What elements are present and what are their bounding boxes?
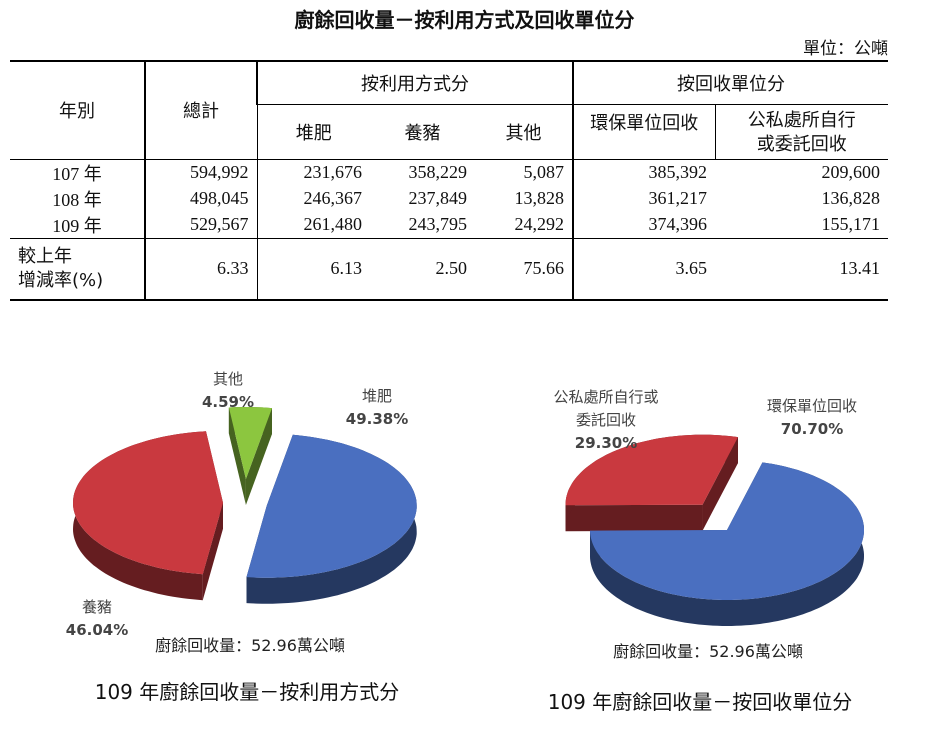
table-cell: 6.13 xyxy=(256,238,370,300)
header-cell: 其他 xyxy=(475,104,573,160)
table-body: 107 年 594,992 231,676 358,229 5,087 385,392 20… xyxy=(10,159,888,300)
pie-slice xyxy=(73,431,224,575)
header-cell: 養豬 xyxy=(370,104,475,160)
header-cell: 年別 xyxy=(10,61,145,160)
table-cell: 2.50 xyxy=(435,258,468,279)
slice-label: 堆肥 49.38% xyxy=(346,385,408,431)
pie-slice-side xyxy=(565,504,703,532)
table-cell: 3.65 xyxy=(572,238,715,300)
header-cell: 按利用方式分 xyxy=(256,61,573,105)
chart-title: 109 年廚餘回收量－按回收單位分 xyxy=(547,690,853,714)
row-label: 109 年 xyxy=(52,215,102,236)
table-cell: 385,392 xyxy=(572,159,715,186)
table-cell: 358,229 xyxy=(408,162,468,182)
chart-note: 廚餘回收量：52.96萬公噸 xyxy=(155,636,345,655)
table-cell: 594,992 xyxy=(144,159,257,186)
table-cell: 136,828 xyxy=(821,188,881,208)
table-row: 109 年 529,567 261,480 243,795 24,292 374,396 1… xyxy=(10,211,888,238)
chart-title: 109 年廚餘回收量－按利用方式分 xyxy=(94,680,400,704)
chart-note: 廚餘回收量：52.96萬公噸 xyxy=(613,642,803,661)
header-cell: 環保單位回收 xyxy=(572,104,715,160)
slice-label: 公私處所自行或 委託回收 29.30% xyxy=(553,386,658,455)
table-cell: 261,480 xyxy=(256,211,370,238)
data-table: 年別 總計 按利用方式分 按回收單位分 堆肥 養豬 其他 環保單位回收 公私處所… xyxy=(10,60,888,301)
category-label: 堆肥 xyxy=(361,387,393,405)
value-label: 4.59% xyxy=(201,393,255,411)
table-cell: 5,087 xyxy=(523,162,565,182)
table-cell: 24,292 xyxy=(514,214,565,234)
table-cell: 13.41 xyxy=(839,258,881,279)
table-row: 108 年 498,045 246,367 237,849 13,828 361,217 1… xyxy=(10,185,888,212)
pie-slice xyxy=(228,407,272,480)
category-label: 養豬 xyxy=(81,598,113,616)
slice-label: 養豬 46.04% xyxy=(66,596,128,642)
pie-slice xyxy=(565,434,738,506)
table-cell: 6.33 xyxy=(144,238,257,300)
header-cell: 公私處所自行 或委託回收 xyxy=(714,104,888,160)
row-label: 108 年 xyxy=(52,189,102,210)
table-cell: 237,849 xyxy=(408,188,468,208)
value-label: 46.04% xyxy=(65,621,129,639)
table-cell: 374,396 xyxy=(572,211,715,238)
pie-slice xyxy=(246,434,417,578)
category-label: 公私處所自行或 委託回收 xyxy=(553,388,659,429)
pie-slice xyxy=(590,462,864,600)
slice-label: 其他 4.59% xyxy=(202,368,254,414)
pie-slice-side xyxy=(202,502,224,601)
table-cell: 361,217 xyxy=(572,185,715,212)
page-title: 廚餘回收量－按利用方式及回收單位分 xyxy=(294,8,635,32)
table-cell: 75.66 xyxy=(523,258,565,279)
value-label: 29.30% xyxy=(574,434,638,452)
table-cell: 246,367 xyxy=(256,185,370,212)
category-label: 環保單位回收 xyxy=(766,397,858,415)
category-label: 其他 xyxy=(212,370,244,388)
table-cell: 529,567 xyxy=(144,211,257,238)
table-row: 較上年 增減率(%) 6.33 6.13 2.50 75.66 3.65 13.41 xyxy=(10,238,888,300)
table-cell: 13,828 xyxy=(514,188,565,208)
table-cell: 209,600 xyxy=(821,162,881,182)
row-label: 較上年 增減率(%) xyxy=(18,245,104,291)
table-row: 107 年 594,992 231,676 358,229 5,087 385,392 20… xyxy=(10,159,888,186)
header-cell: 總計 xyxy=(144,61,257,160)
value-label: 70.70% xyxy=(780,420,844,438)
header-cell: 按回收單位分 xyxy=(572,61,888,105)
table-cell: 498,045 xyxy=(144,185,257,212)
header-cell: 堆肥 xyxy=(256,104,370,160)
value-label: 49.38% xyxy=(345,410,409,428)
unit-label: 單位：公噸 xyxy=(803,39,888,59)
table-cell: 155,171 xyxy=(821,214,881,234)
slice-label: 環保單位回收 70.70% xyxy=(767,395,857,441)
row-label: 107 年 xyxy=(52,163,102,184)
table-cell: 231,676 xyxy=(256,159,370,186)
table-cell: 243,795 xyxy=(408,214,468,234)
